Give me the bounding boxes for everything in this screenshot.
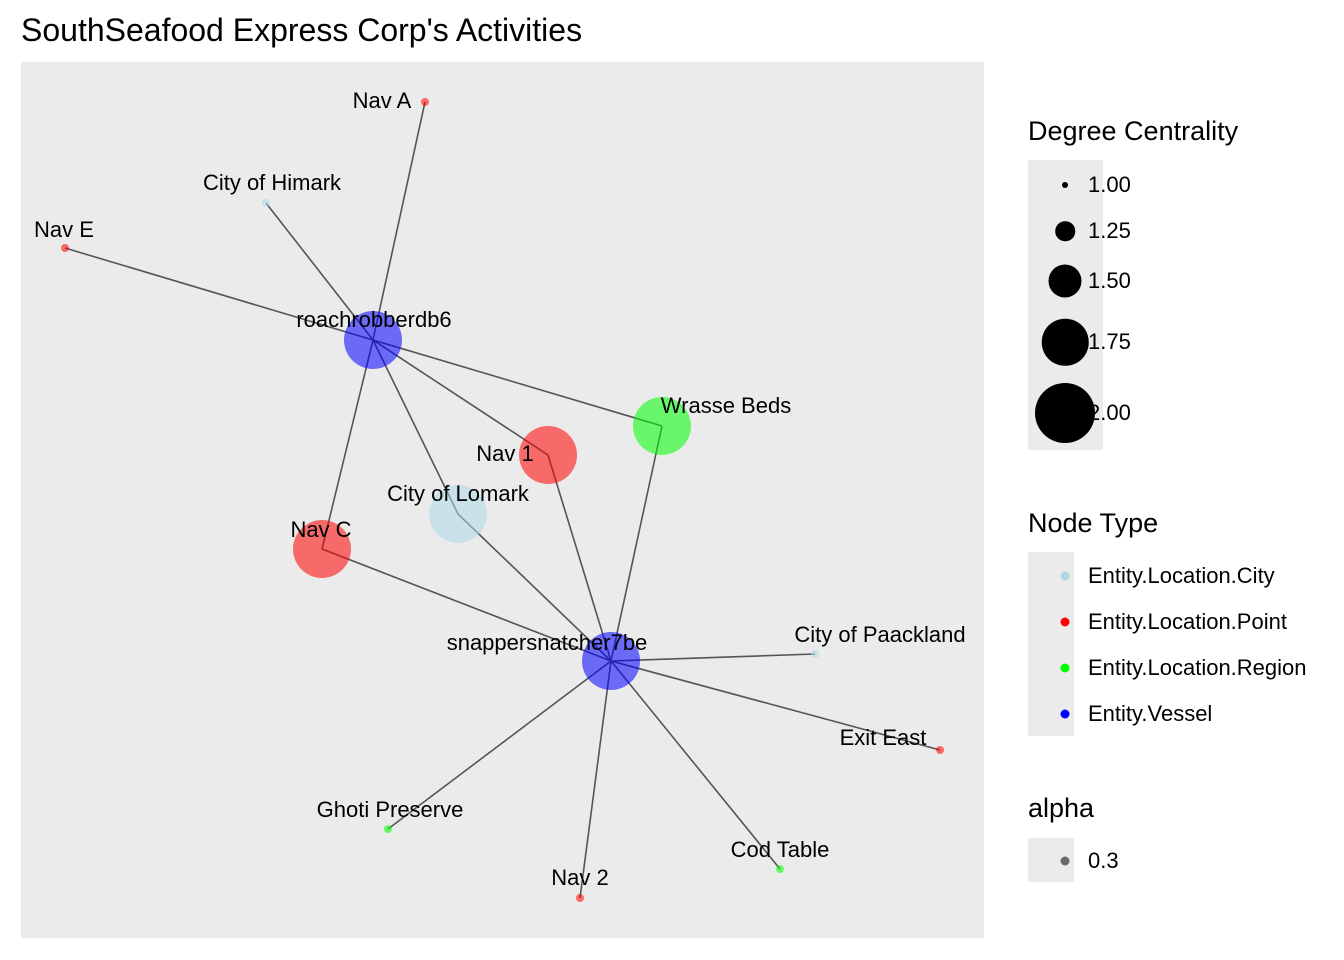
edge (321, 548, 612, 662)
node (582, 632, 640, 690)
plot-panel (21, 62, 984, 938)
edge (547, 454, 612, 662)
node-label: Exit East (840, 725, 927, 750)
node (633, 397, 691, 455)
edge (457, 513, 612, 662)
node-label: Nav C (290, 517, 351, 542)
node-label: Nav 1 (476, 441, 533, 466)
node (519, 426, 577, 484)
edge (610, 660, 781, 870)
edge (372, 339, 549, 456)
node-label: roachrobberdb6 (296, 307, 451, 332)
node (576, 894, 584, 902)
edge (579, 660, 612, 899)
node (384, 825, 392, 833)
edge (64, 247, 374, 341)
node-label: Wrasse Beds (661, 393, 791, 418)
node-layer (61, 98, 944, 902)
node (776, 865, 784, 873)
edge (372, 339, 663, 427)
node-label: Ghoti Preserve (317, 797, 464, 822)
edge-layer (64, 101, 941, 899)
edge (321, 339, 374, 550)
label-layer: roachrobberdb6 snappersnatcher7be Nav A Cit… (34, 88, 966, 890)
edge (372, 339, 459, 515)
node (344, 311, 402, 369)
node (421, 98, 429, 106)
node-label: snappersnatcher7be (447, 630, 648, 655)
node-label: Nav E (34, 217, 94, 242)
node (936, 746, 944, 754)
edge (387, 660, 612, 830)
node-label: Cod Table (731, 837, 830, 862)
node (293, 520, 351, 578)
node-label: City of Himark (203, 170, 342, 195)
node-label: City of Paackland (794, 622, 965, 647)
edge (610, 425, 663, 662)
node (429, 485, 487, 543)
edge (610, 660, 941, 751)
edge (372, 101, 426, 341)
edge (610, 653, 816, 662)
node (262, 199, 270, 207)
node (61, 244, 69, 252)
node (811, 650, 819, 658)
page-title: SouthSeafood Express Corp's Activities (21, 12, 583, 48)
node-label: Nav 2 (551, 865, 608, 890)
node-label: Nav A (353, 88, 412, 113)
node-label: City of Lomark (387, 481, 530, 506)
